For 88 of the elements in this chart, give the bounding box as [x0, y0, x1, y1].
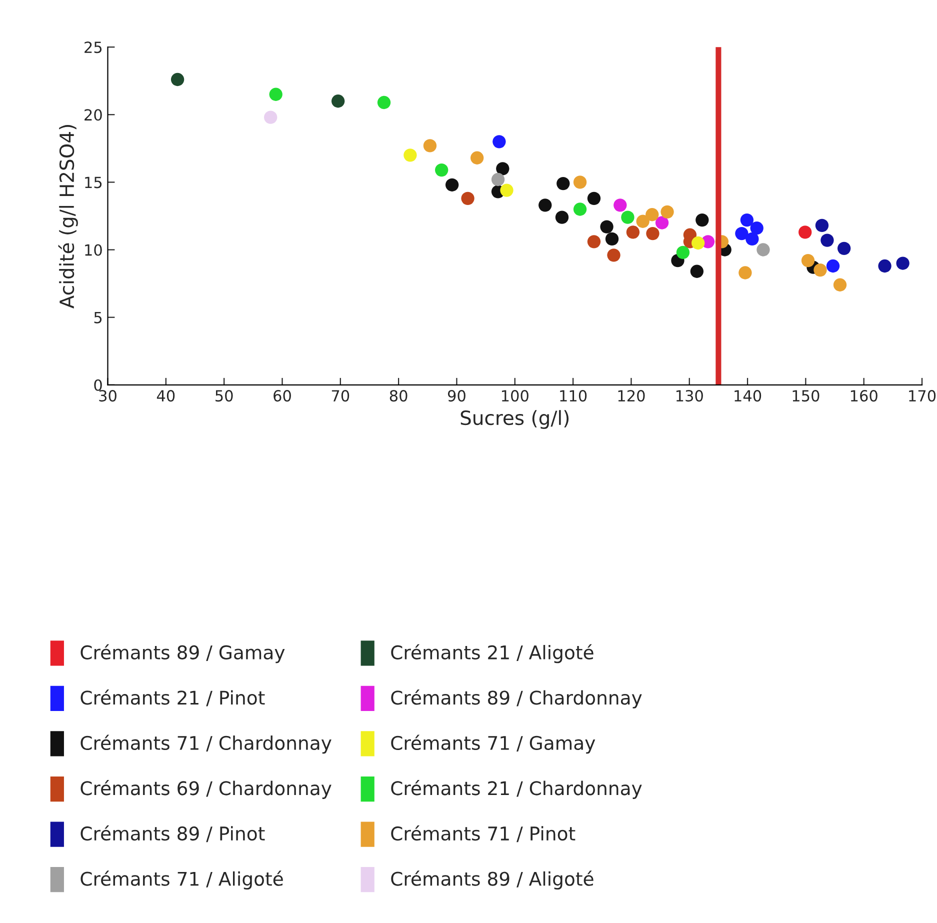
y-tick-label: 15 — [85, 176, 102, 188]
y-tick-label: 20 — [84, 109, 102, 121]
point — [470, 151, 484, 164]
point — [587, 192, 601, 206]
point — [878, 259, 892, 273]
point — [696, 213, 709, 227]
point — [814, 263, 827, 277]
point — [815, 218, 829, 232]
legend-label: Crémants 89 / Chardonnay — [391, 689, 642, 708]
x-tick-label: 140 — [734, 390, 762, 402]
point — [798, 226, 812, 239]
point — [690, 264, 704, 278]
point — [555, 210, 569, 224]
point — [826, 259, 840, 273]
legend-label: Crémants 71 / Chardonnay — [80, 734, 332, 754]
point — [646, 208, 659, 222]
point — [404, 148, 417, 162]
x-tick-label: 160 — [850, 390, 878, 402]
point — [605, 232, 619, 246]
point — [660, 205, 674, 219]
point — [500, 184, 514, 197]
legend-label: Crémants 89 / Gamay — [80, 644, 285, 664]
point — [264, 110, 278, 124]
point — [269, 88, 282, 101]
x-tick-label: 30 — [99, 390, 116, 402]
point — [692, 236, 705, 250]
point — [600, 220, 614, 234]
legend-label: Crémants 71 / Pinot — [391, 825, 576, 842]
y-tick-label: 25 — [84, 42, 102, 54]
point — [170, 72, 184, 86]
point — [496, 162, 510, 176]
legend-label: Crémants 69 / Chardonnay — [80, 780, 332, 799]
point — [445, 178, 459, 192]
point — [461, 192, 474, 206]
point — [735, 226, 748, 240]
point — [626, 226, 640, 239]
point — [676, 246, 690, 260]
legend-label: Crémants 71 / Gamay — [391, 734, 596, 754]
y-tick-label: 10 — [85, 244, 102, 256]
point — [740, 213, 754, 227]
x-axis-title: Sucres (g/l) — [460, 410, 569, 429]
point — [646, 226, 660, 240]
x-tick-label: 90 — [448, 390, 466, 402]
y-tick-label: 0 — [94, 379, 102, 391]
point — [833, 278, 847, 292]
point — [621, 210, 634, 224]
legend-label: Crémants 21 / Chardonnay — [391, 780, 642, 799]
point — [820, 234, 834, 247]
x-tick-label: 110 — [560, 390, 587, 402]
point — [756, 243, 770, 256]
x-tick-label: 150 — [792, 390, 820, 402]
x-tick-label: 70 — [332, 390, 350, 402]
legend-label: Crémants 89 / Aligoté — [391, 870, 594, 890]
point — [538, 198, 552, 212]
x-tick-label: 130 — [676, 390, 703, 402]
y-tick-label: 5 — [94, 312, 102, 324]
y-axis-title: Acidité (g/l H2SO4) — [58, 125, 78, 308]
point — [435, 163, 448, 177]
point — [655, 216, 669, 230]
point — [492, 135, 506, 148]
x-tick-label: 100 — [502, 390, 528, 402]
x-tick-label: 120 — [618, 390, 645, 402]
point — [491, 172, 505, 186]
point — [746, 232, 759, 246]
x-tick-label: 170 — [909, 390, 936, 402]
legend-label: Crémants 71 / Aligoté — [80, 870, 283, 890]
point — [556, 176, 570, 190]
point — [837, 242, 851, 255]
x-tick-label: 40 — [156, 390, 175, 402]
point — [331, 94, 345, 108]
point — [423, 139, 437, 152]
point — [587, 235, 601, 248]
point — [377, 96, 391, 110]
point — [636, 214, 650, 228]
point — [607, 248, 620, 262]
x-tick-label: 80 — [390, 390, 408, 402]
legend-label: Crémants 21 / Pinot — [80, 689, 265, 706]
x-tick-label: 50 — [216, 390, 233, 402]
point — [573, 202, 587, 216]
point — [801, 254, 815, 268]
x-tick-label: 60 — [274, 390, 291, 402]
legend-label: Crémants 89 / Pinot — [80, 825, 265, 842]
point — [896, 256, 910, 270]
point — [738, 266, 752, 280]
legend-label: Crémants 21 / Aligoté — [391, 644, 594, 664]
point — [614, 198, 627, 212]
point — [750, 222, 764, 235]
point — [573, 176, 587, 189]
